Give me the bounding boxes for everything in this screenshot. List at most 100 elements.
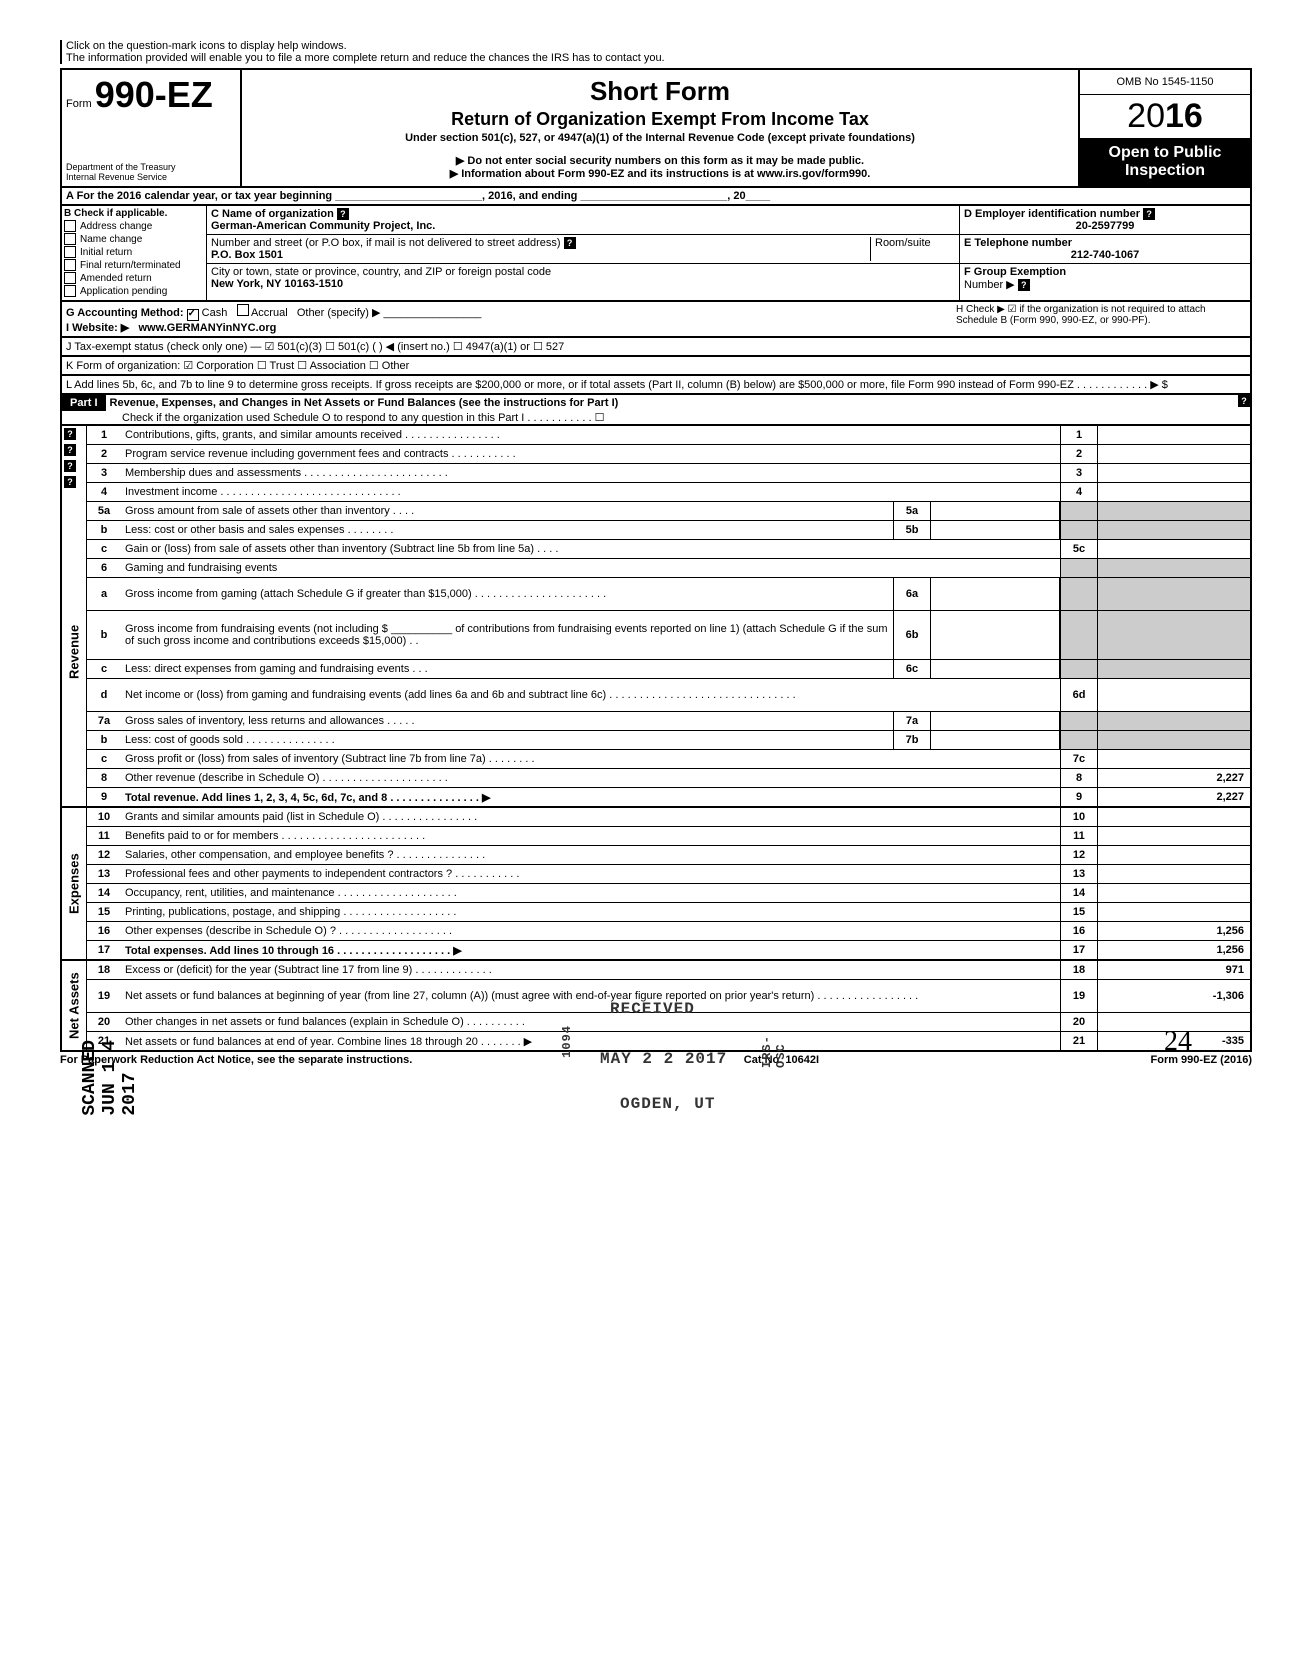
top-note-1: Click on the question-mark icons to disp… bbox=[66, 40, 1252, 52]
stamp-received: RECEIVED bbox=[610, 1000, 695, 1018]
label-phone: E Telephone number bbox=[964, 237, 1072, 249]
line-20: Other changes in net assets or fund bala… bbox=[121, 1013, 1060, 1031]
stamp-code1: 1094 bbox=[560, 1025, 574, 1058]
cb-cash[interactable] bbox=[187, 309, 199, 321]
cb-name-change[interactable] bbox=[64, 233, 76, 245]
form-prefix: Form bbox=[66, 98, 92, 110]
row-h-schedule-b: H Check ▶ ☑ if the organization is not r… bbox=[956, 304, 1246, 334]
title-return: Return of Organization Exempt From Incom… bbox=[250, 109, 1070, 130]
label-city: City or town, state or province, country… bbox=[211, 266, 551, 278]
line-12: Salaries, other compensation, and employ… bbox=[121, 846, 1060, 864]
line-6: Gaming and fundraising events bbox=[121, 559, 1060, 577]
stamp-ogden: OGDEN, UT bbox=[620, 1095, 715, 1113]
row-g-i: G Accounting Method: Cash Accrual Other … bbox=[60, 302, 1252, 338]
line-5b: Less: cost or other basis and sales expe… bbox=[121, 521, 893, 539]
form-number: 990-EZ bbox=[95, 74, 213, 115]
top-note-2: The information provided will enable you… bbox=[66, 52, 1252, 64]
cb-final-return[interactable] bbox=[64, 259, 76, 271]
help-icon[interactable]: ? bbox=[64, 476, 76, 488]
part-1-header: Part I Revenue, Expenses, and Changes in… bbox=[60, 395, 1252, 426]
help-icon[interactable]: ? bbox=[1238, 395, 1250, 407]
line-1: Contributions, gifts, grants, and simila… bbox=[121, 426, 1060, 444]
help-icon[interactable]: ? bbox=[1018, 279, 1030, 291]
line-17: Total expenses. Add lines 10 through 16 … bbox=[121, 941, 1060, 959]
row-a-tax-year: A For the 2016 calendar year, or tax yea… bbox=[60, 188, 1252, 206]
tax-year: 2016 bbox=[1080, 95, 1250, 138]
open-public-badge: Open to Public Inspection bbox=[1080, 138, 1250, 186]
line-16: Other expenses (describe in Schedule O) … bbox=[121, 922, 1060, 940]
page-number: 24 bbox=[1164, 1026, 1192, 1058]
help-icon[interactable]: ? bbox=[64, 444, 76, 456]
col-b-checkboxes: B Check if applicable. Address change Na… bbox=[62, 206, 207, 300]
cb-amended[interactable] bbox=[64, 272, 76, 284]
org-city: New York, NY 10163-1510 bbox=[211, 278, 343, 290]
col-c-org-details: C Name of organization ? German-American… bbox=[207, 206, 959, 300]
label-org-name: C Name of organization bbox=[211, 208, 334, 220]
label-ein: D Employer identification number bbox=[964, 208, 1140, 220]
cb-address-change[interactable] bbox=[64, 220, 76, 232]
cb-accrual[interactable] bbox=[237, 304, 249, 316]
line-8: Other revenue (describe in Schedule O) .… bbox=[121, 769, 1060, 787]
line-7c: Gross profit or (loss) from sales of inv… bbox=[121, 750, 1060, 768]
help-icon[interactable]: ? bbox=[1143, 208, 1155, 220]
part-1-check: Check if the organization used Schedule … bbox=[62, 411, 1250, 424]
website: www.GERMANYinNYC.org bbox=[138, 322, 276, 334]
line-5a: Gross amount from sale of assets other t… bbox=[121, 502, 893, 520]
col-b-title: B Check if applicable. bbox=[64, 208, 204, 219]
val-19: -1,306 bbox=[1097, 980, 1250, 1012]
row-j-tax-status: J Tax-exempt status (check only one) — ☑… bbox=[60, 338, 1252, 357]
form-header: Form 990-EZ Department of the Treasury I… bbox=[60, 68, 1252, 188]
help-icon[interactable]: ? bbox=[64, 428, 76, 440]
stamp-scanned: SCANNED JUN 1 4 2017 bbox=[80, 1040, 140, 1116]
side-expenses: Expenses bbox=[62, 808, 87, 959]
side-netassets: Net Assets bbox=[62, 961, 87, 1050]
title-short-form: Short Form bbox=[250, 76, 1070, 107]
help-icon[interactable]: ? bbox=[564, 237, 576, 249]
col-def: D Employer identification number ? 20-25… bbox=[959, 206, 1250, 300]
line-18: Excess or (deficit) for the year (Subtra… bbox=[121, 961, 1060, 979]
row-l-gross-receipts: L Add lines 5b, 6c, and 7b to line 9 to … bbox=[60, 376, 1252, 395]
org-address: P.O. Box 1501 bbox=[211, 249, 283, 261]
val-17: 1,256 bbox=[1097, 941, 1250, 959]
val-18: 971 bbox=[1097, 961, 1250, 979]
org-name: German-American Community Project, Inc. bbox=[211, 220, 435, 232]
subtitle: Under section 501(c), 527, or 4947(a)(1)… bbox=[250, 132, 1070, 144]
label-address: Number and street (or P.O box, if mail i… bbox=[211, 237, 561, 249]
cb-pending[interactable] bbox=[64, 285, 76, 297]
line-13: Professional fees and other payments to … bbox=[121, 865, 1060, 883]
line-10: Grants and similar amounts paid (list in… bbox=[121, 808, 1060, 826]
line-6d: Net income or (loss) from gaming and fun… bbox=[121, 679, 1060, 711]
val-16: 1,256 bbox=[1097, 922, 1250, 940]
line-7b: Less: cost of goods sold . . . . . . . .… bbox=[121, 731, 893, 749]
part-1-table: ???? Revenue 1Contributions, gifts, gran… bbox=[60, 426, 1252, 808]
line-6c: Less: direct expenses from gaming and fu… bbox=[121, 660, 893, 678]
line-7a: Gross sales of inventory, less returns a… bbox=[121, 712, 893, 730]
line-4: Investment income . . . . . . . . . . . … bbox=[121, 483, 1060, 501]
help-icon[interactable]: ? bbox=[337, 208, 349, 220]
dept-treasury: Department of the Treasury bbox=[66, 162, 236, 172]
help-icon[interactable]: ? bbox=[64, 460, 76, 472]
line-3: Membership dues and assessments . . . . … bbox=[121, 464, 1060, 482]
label-group-exempt: F Group Exemption bbox=[964, 266, 1066, 278]
phone-value: 212-740-1067 bbox=[964, 249, 1246, 261]
line-11: Benefits paid to or for members . . . . … bbox=[121, 827, 1060, 845]
line-14: Occupancy, rent, utilities, and maintena… bbox=[121, 884, 1060, 902]
line-6b: Gross income from fundraising events (no… bbox=[121, 611, 893, 659]
line-9: Total revenue. Add lines 1, 2, 3, 4, 5c,… bbox=[121, 788, 1060, 806]
note-ssn: ▶ Do not enter social security numbers o… bbox=[250, 154, 1070, 167]
dept-irs: Internal Revenue Service bbox=[66, 172, 236, 182]
line-2: Program service revenue including govern… bbox=[121, 445, 1060, 463]
part-1-label: Part I bbox=[62, 395, 106, 411]
note-info: ▶ Information about Form 990-EZ and its … bbox=[250, 167, 1070, 180]
top-instruction: Click on the question-mark icons to disp… bbox=[60, 40, 1252, 64]
val-8: 2,227 bbox=[1097, 769, 1250, 787]
part-1-title: Revenue, Expenses, and Changes in Net As… bbox=[106, 395, 1238, 411]
omb-number: OMB No 1545-1150 bbox=[1080, 70, 1250, 95]
org-info-section: B Check if applicable. Address change Na… bbox=[60, 206, 1252, 302]
side-revenue: Revenue bbox=[62, 498, 87, 806]
val-9: 2,227 bbox=[1097, 788, 1250, 806]
cb-initial-return[interactable] bbox=[64, 246, 76, 258]
line-6a: Gross income from gaming (attach Schedul… bbox=[121, 578, 893, 610]
line-5c: Gain or (loss) from sale of assets other… bbox=[121, 540, 1060, 558]
row-k-org-form: K Form of organization: ☑ Corporation ☐ … bbox=[60, 357, 1252, 376]
